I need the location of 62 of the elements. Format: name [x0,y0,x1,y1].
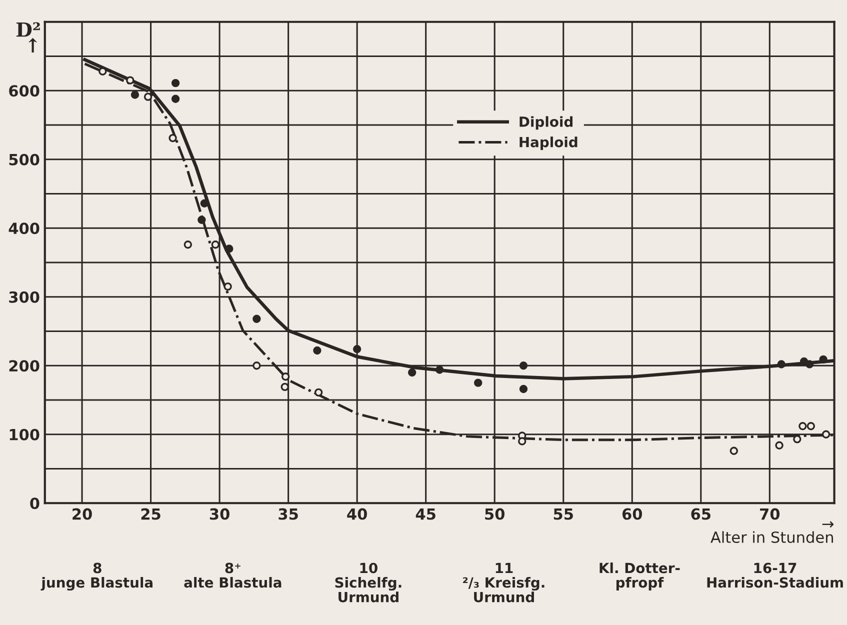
x-axis-title: → Alter in Stunden [710,521,834,544]
point [798,422,807,430]
point [184,240,192,249]
text: 8⁺ alte Blastula [184,562,282,588]
point [224,282,232,291]
point [126,76,134,84]
point [793,435,802,444]
point [777,360,786,368]
x-tick-label: 35 [278,508,298,520]
point [211,240,220,249]
text: 10 Sichelfg. Urmund [335,562,402,602]
x-tick-label: 55 [554,508,573,520]
point [281,372,290,381]
text: 8 junge Blastula [40,562,153,591]
point [171,94,180,103]
legend-label: Diploid [520,116,572,130]
y-tick-label: 400 [8,222,40,234]
x-tick-label: 40 [347,508,367,520]
point [144,92,152,101]
point [819,355,828,364]
point [252,314,261,323]
point [168,134,177,142]
point [474,378,482,387]
point [775,441,784,450]
x-tick-label: 25 [141,508,160,520]
point [436,366,444,374]
point [519,384,528,394]
x-tick-label: 30 [210,508,230,520]
x-tick-label: 65 [691,508,710,520]
point [171,78,180,88]
point [822,430,830,438]
x-tick-label: 60 [622,508,642,520]
x-tick-label: 45 [416,508,436,520]
y-tick-label: 600 [9,85,40,97]
text: 11 ²/₃ Kreisfg. Urmund [463,562,544,602]
legend-label: Haploid [520,136,578,150]
point [313,346,322,355]
y-tick-label: 300 [9,291,40,303]
point [198,216,206,224]
point [225,244,234,253]
x-tick-label: 70 [760,508,780,520]
point [519,362,528,370]
y-tick-label: 0 [30,498,40,510]
y-axis-title: D² ↑ [16,22,40,53]
x-tick-label: 20 [72,508,92,520]
y-tick-label: 200 [9,360,40,372]
point [314,388,323,397]
point [806,422,816,430]
y-tick-label: 100 [10,428,40,440]
point [98,67,107,76]
point [252,362,261,370]
point [730,446,738,455]
point [352,345,362,354]
point [130,90,140,99]
x-tick-label: 50 [485,508,505,520]
text: Kl. Dotter- pfropf [600,562,680,590]
point [518,437,526,446]
point [805,360,814,368]
text: 16-17 Harrison-Stadium [707,562,843,588]
point [280,382,289,392]
point [408,368,416,377]
y-tick-label: 500 [9,154,40,166]
